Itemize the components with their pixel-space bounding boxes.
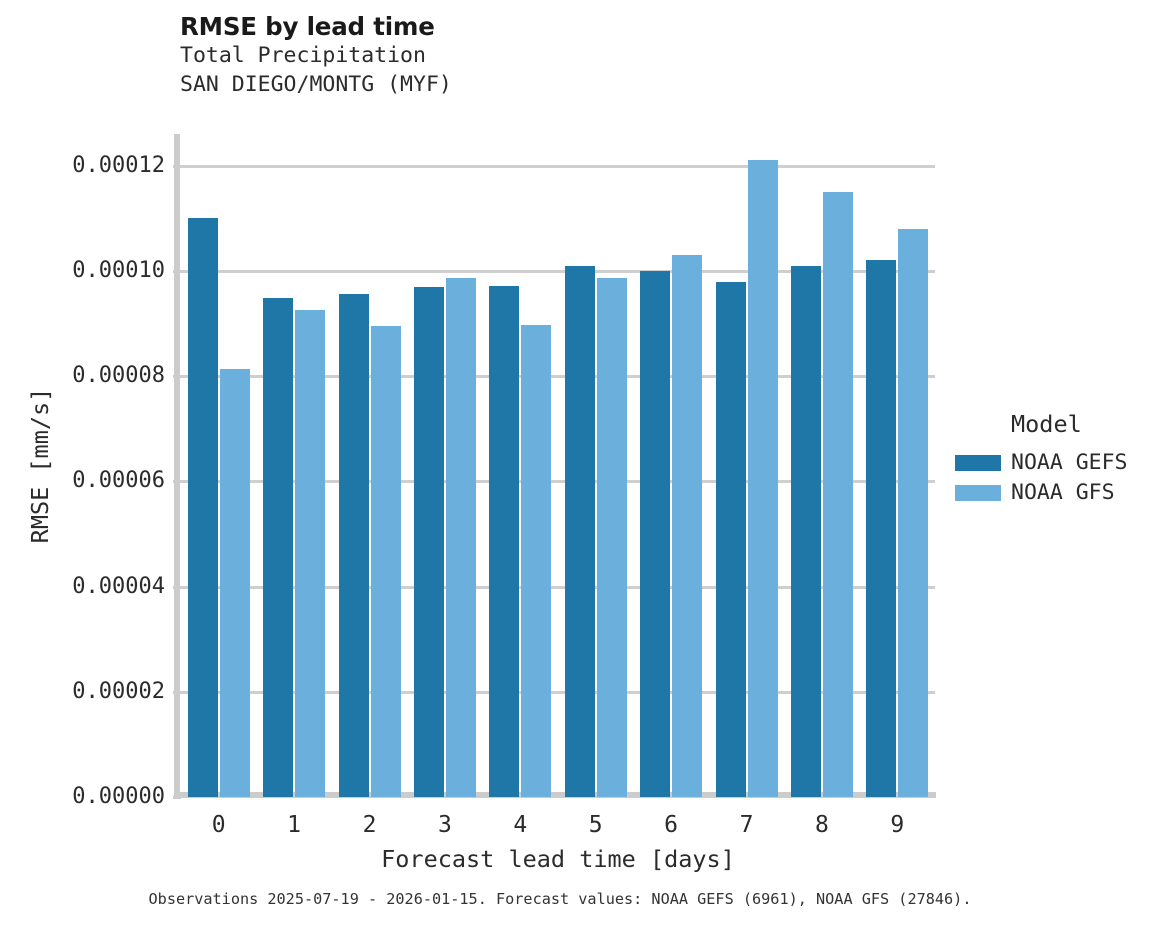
bar-noaa-gfs-day-6 [672,255,703,797]
legend-entries: NOAA GEFS NOAA GFS [955,448,1128,508]
legend: Model NOAA GEFS NOAA GFS [955,410,1128,508]
gridline [181,164,935,168]
gridline [181,690,935,694]
bar-noaa-gfs-day-7 [747,160,778,797]
bar-noaa-gefs-day-1 [263,297,294,797]
bar-noaa-gefs-day-5 [564,265,595,797]
y-tick-mark [173,164,181,168]
gridline [181,375,935,379]
legend-swatch-icon [955,455,1001,471]
bar-noaa-gefs-day-3 [413,287,444,797]
y-tick-label: 0.00002 [72,678,165,704]
legend-item-label: NOAA GEFS [1011,450,1128,475]
bar-noaa-gefs-day-7 [715,281,746,797]
y-tick-mark [173,375,181,379]
footer-note: Observations 2025-07-19 - 2026-01-15. Fo… [148,890,972,908]
legend-title: Model [1011,410,1082,438]
bar-noaa-gefs-day-9 [866,260,897,797]
x-tick-label: 9 [890,812,905,838]
x-axis-spine [174,792,936,798]
y-tick-label: 0.00000 [72,784,165,809]
gridline [181,585,935,589]
bar-noaa-gfs-day-8 [822,191,853,797]
chart-subtitle-variable: Total Precipitation [180,43,426,68]
x-tick-label: 2 [362,812,377,838]
plot-area: 0.00000 0.00002 0.00004 0.00006 0.00008 0.000… [72,134,935,808]
bar-noaa-gfs-day-0 [219,369,250,797]
bar-noaa-gfs-day-5 [596,277,627,797]
x-axis-label: Forecast lead time [days] [381,845,735,873]
y-axis-spine [174,134,180,798]
gridline [181,269,935,273]
legend-item-label: NOAA GFS [1011,480,1115,505]
bar-noaa-gefs-day-6 [640,270,671,797]
x-tick-label: 8 [814,812,829,838]
y-tick-mark [173,269,181,273]
y-tick-mark [173,585,181,589]
chart-subtitle-station: SAN DIEGO/MONTG (MYF) [180,72,452,97]
y-tick-label: 0.00012 [72,152,165,178]
bar-noaa-gfs-day-9 [898,228,929,797]
bar-noaa-gfs-day-2 [370,326,401,797]
x-tick-label: 5 [588,812,603,838]
y-tick-mark [173,796,181,799]
bar-noaa-gfs-day-3 [445,277,476,797]
gridline [181,480,935,484]
y-tick-mark [173,690,181,694]
page-title: RMSE by lead time [180,12,435,41]
bar-noaa-gefs-day-0 [187,218,218,797]
bar-noaa-gfs-day-4 [521,325,552,797]
x-tick-label: 6 [664,812,679,838]
x-tick-label: 0 [211,812,226,838]
y-tick-mark [173,480,181,484]
y-axis-label-holder: RMSE [mm/s] [12,134,54,797]
x-tick-label: 7 [739,812,754,838]
legend-swatch-icon [955,485,1001,501]
x-tick-label: 3 [437,812,452,838]
legend-item[interactable]: NOAA GEFS [955,448,1128,478]
bar-noaa-gefs-day-4 [489,286,520,797]
y-tick-label: 0.00010 [72,257,165,283]
bars-layer [181,134,935,797]
y-tick-label: 0.00004 [72,573,165,599]
bar-noaa-gefs-day-8 [790,265,821,797]
y-axis-label: RMSE [mm/s] [26,387,54,544]
bar-noaa-gfs-day-1 [295,310,326,797]
y-tick-label: 0.00006 [72,468,165,494]
x-tick-label: 1 [287,812,302,838]
title-block: RMSE by lead time Total Precipitation SA… [180,13,940,99]
x-tick-label: 4 [513,812,528,838]
legend-item[interactable]: NOAA GFS [955,478,1128,508]
y-tick-label: 0.00008 [72,363,165,389]
bar-noaa-gefs-day-2 [338,293,369,797]
